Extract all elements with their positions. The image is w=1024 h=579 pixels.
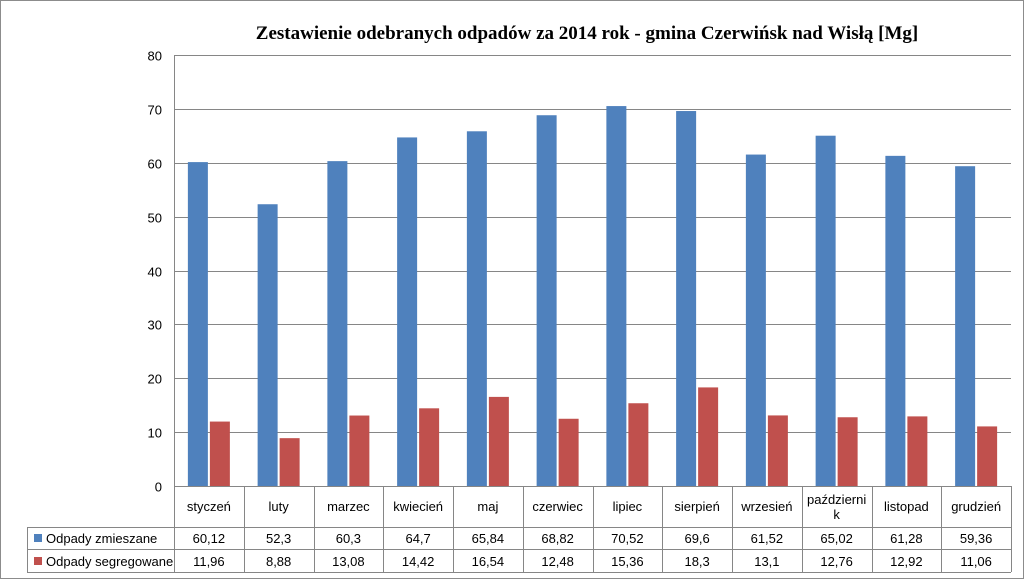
bar-zmieszane: [536, 115, 557, 487]
y-tick-label: 0: [155, 480, 162, 495]
table-cell: 13,08: [332, 554, 365, 569]
bar-segregowane: [907, 416, 928, 486]
table-cell: 12,48: [541, 554, 574, 569]
legend-series-name: Odpady segregowane: [46, 554, 173, 569]
table-cell: 60,3: [336, 531, 361, 546]
gridlines: [174, 55, 1011, 487]
table-cell: 60,12: [193, 531, 226, 546]
table-cell: 12,76: [820, 554, 853, 569]
bar-segregowane: [837, 417, 858, 486]
table-cell: 8,88: [266, 554, 291, 569]
data-table: styczeń luty marzec kwiecień maj czerwiec lipi…: [27, 486, 1012, 573]
bar-segregowane: [488, 396, 509, 486]
table-cell: 70,52: [611, 531, 644, 546]
table-cell: 68,82: [541, 531, 574, 546]
bar-segregowane: [209, 421, 230, 486]
table-cell: 18,3: [684, 554, 709, 569]
y-tick-label: 80: [148, 49, 162, 64]
bar-zmieszane: [187, 162, 208, 486]
table-cell: 11,96: [193, 554, 225, 569]
category-label: grudzień: [951, 499, 1001, 514]
table-cell: 12,92: [890, 554, 923, 569]
table-cell: 14,42: [402, 554, 435, 569]
table-cell: 64,7: [405, 531, 430, 546]
category-label: czerwiec: [532, 499, 583, 514]
table-cell: 69,6: [684, 531, 709, 546]
category-label: październi: [807, 492, 866, 507]
bars: [187, 106, 998, 487]
y-tick-label: 30: [148, 318, 162, 333]
category-label: luty: [269, 499, 290, 514]
bar-segregowane: [977, 426, 998, 486]
legend-series-name: Odpady zmieszane: [46, 531, 157, 546]
category-label: k: [833, 507, 840, 522]
category-label: lipiec: [613, 499, 643, 514]
table-cell: 61,52: [751, 531, 784, 546]
bar-segregowane: [349, 415, 370, 486]
y-tick-label: 60: [148, 157, 162, 172]
y-tick-label: 10: [148, 426, 162, 441]
table-cell: 11,06: [960, 554, 992, 569]
category-label: kwiecień: [393, 499, 443, 514]
bar-segregowane: [279, 438, 300, 486]
bar-zmieszane: [257, 204, 278, 486]
bar-zmieszane: [466, 131, 487, 487]
y-tick-label: 50: [148, 211, 162, 226]
table-cell: 59,36: [960, 531, 993, 546]
bar-zmieszane: [606, 106, 627, 487]
table-cell: 65,02: [820, 531, 853, 546]
table-cell: 13,1: [754, 554, 779, 569]
legend-key: [34, 557, 42, 565]
bar-zmieszane: [885, 155, 906, 486]
bar-segregowane: [419, 408, 440, 486]
table-cell: 15,36: [611, 554, 644, 569]
bar-zmieszane: [815, 135, 836, 486]
legend-key: [34, 534, 42, 542]
category-label: maj: [477, 499, 498, 514]
category-label: styczeń: [187, 499, 231, 514]
y-axis: 0 10 20 30 40 50 60 70 80: [148, 49, 175, 495]
table-cell: 16,54: [472, 554, 505, 569]
bar-zmieszane: [745, 154, 766, 486]
category-label: listopad: [884, 499, 929, 514]
table-cell: 65,84: [472, 531, 505, 546]
bar-zmieszane: [676, 111, 697, 486]
y-tick-label: 40: [148, 265, 162, 280]
category-label: sierpień: [674, 499, 720, 514]
bar-zmieszane: [397, 137, 418, 486]
bar-zmieszane: [327, 161, 348, 487]
bar-segregowane: [628, 403, 649, 486]
bar-segregowane: [698, 387, 719, 486]
chart-title: Zestawienie odebranych odpadów za 2014 r…: [256, 23, 918, 44]
y-tick-label: 20: [148, 372, 162, 387]
table-cell: 52,3: [266, 531, 291, 546]
bar-zmieszane: [955, 166, 976, 486]
y-tick-label: 70: [148, 103, 162, 118]
category-label: marzec: [327, 499, 370, 514]
bar-segregowane: [558, 418, 579, 486]
table-cell: 61,28: [890, 531, 923, 546]
bar-segregowane: [767, 415, 788, 486]
category-label: wrzesień: [740, 499, 792, 514]
